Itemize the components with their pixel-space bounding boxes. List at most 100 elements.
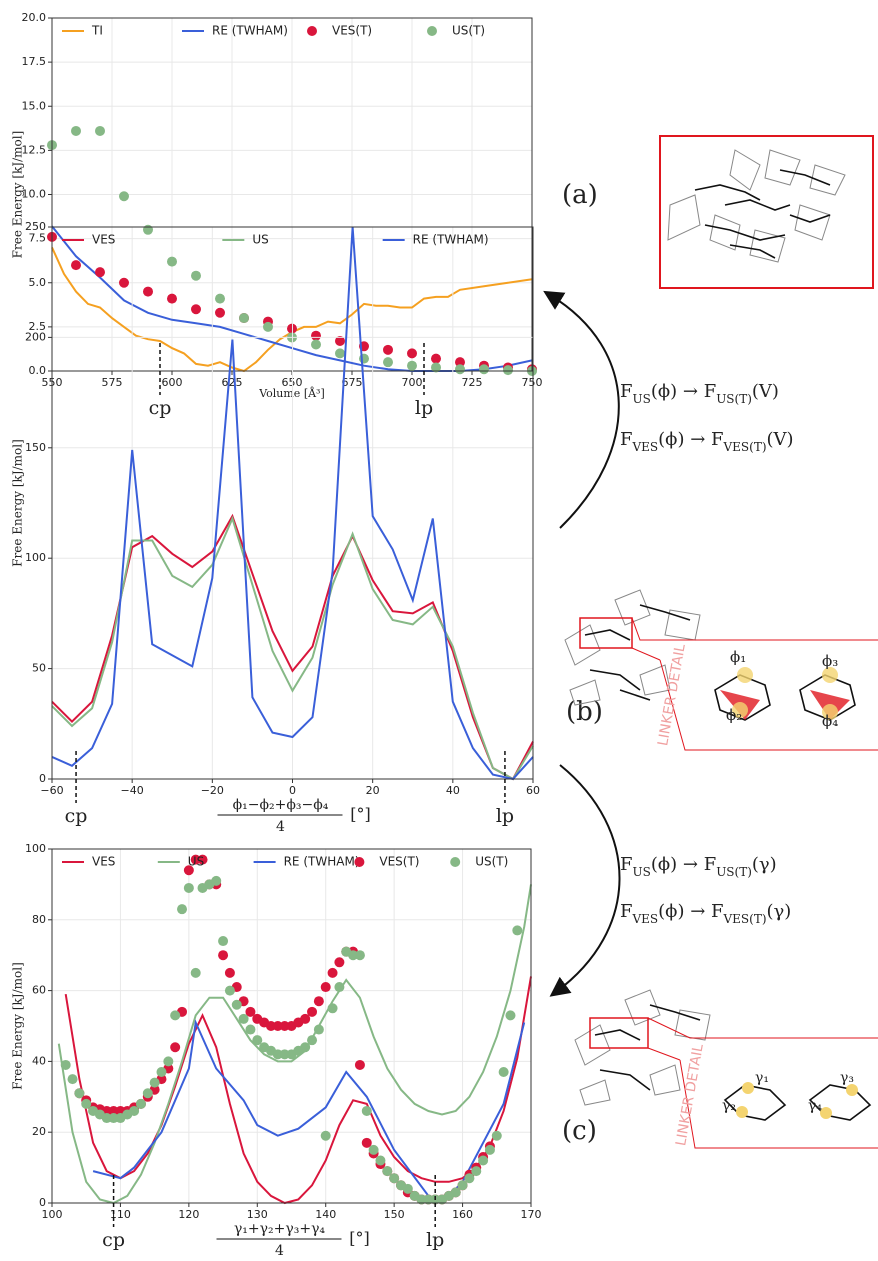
subscript: VES <box>632 440 659 454</box>
point <box>320 982 331 993</box>
subscript: US(T) <box>716 392 752 406</box>
point <box>167 256 177 267</box>
x-axis-label: γ₁+γ₂+γ₃+γ₄ <box>234 1221 325 1237</box>
point <box>327 1003 338 1014</box>
arrow <box>543 290 620 529</box>
x-axis-label: 4 <box>275 1243 284 1259</box>
x-tick-label: 625 <box>222 376 243 389</box>
point <box>505 1010 516 1021</box>
legend-symbol <box>427 26 437 36</box>
x-axis-label: 4 <box>276 819 285 835</box>
x-tick-label: −20 <box>201 784 224 797</box>
point <box>327 967 338 978</box>
point <box>464 1173 475 1184</box>
angle-label: ϕ₂ <box>726 706 742 724</box>
line <box>57 884 532 1205</box>
point <box>238 1013 249 1024</box>
y-tick-label: 10.0 <box>22 188 47 201</box>
point <box>265 1021 276 1031</box>
legend-label: VES(T) <box>332 24 372 38</box>
structure-c: LINKER DETAIL γ₁ γ₂ γ₃ γ₄ <box>574 989 878 1149</box>
point <box>307 1035 318 1046</box>
point <box>218 936 229 947</box>
legend-label: US(T) <box>475 855 508 869</box>
point <box>71 260 81 271</box>
y-tick-label: 100 <box>25 842 46 855</box>
point <box>190 967 201 978</box>
point <box>361 1137 372 1148</box>
point <box>142 1088 153 1099</box>
equation-part: F <box>704 854 717 875</box>
legend-symbol <box>450 857 461 867</box>
x-tick-label: −40 <box>121 784 144 797</box>
point <box>170 1010 181 1021</box>
y-tick-label: 0 <box>39 772 46 785</box>
y-tick-label: 150 <box>25 441 46 454</box>
y-tick-label: 0 <box>39 1196 46 1209</box>
point <box>479 364 489 375</box>
point <box>191 304 201 315</box>
legend-label: RE (TWHAM) <box>212 24 288 38</box>
point <box>335 348 345 359</box>
y-axis-label: Free Energy [kJ/mol] <box>11 131 25 259</box>
point <box>224 985 235 996</box>
point <box>431 362 441 373</box>
y-tick-label: 50 <box>32 662 46 675</box>
equation-part: (ϕ) → <box>658 901 711 922</box>
point <box>313 1024 324 1035</box>
point <box>272 1021 283 1031</box>
plot-frame <box>51 848 532 1204</box>
x-tick-label: 100 <box>42 1208 63 1221</box>
x-tick-label: 130 <box>247 1208 268 1221</box>
point <box>311 330 321 341</box>
angle-label: γ₂ <box>722 1098 736 1114</box>
angle-label: γ₁ <box>755 1070 769 1086</box>
point <box>478 1155 489 1166</box>
point <box>119 277 129 288</box>
x-tick-label: −60 <box>40 784 63 797</box>
point <box>143 286 153 297</box>
point <box>177 904 188 915</box>
x-tick-label: 150 <box>384 1208 405 1221</box>
y-tick-label: 12.5 <box>22 143 47 156</box>
plot-area <box>57 854 532 1205</box>
plot-frame <box>51 226 534 780</box>
point <box>95 125 105 136</box>
y-tick-label: 5.0 <box>29 276 47 289</box>
point <box>300 1042 311 1053</box>
y-tick-label: 20.0 <box>22 11 47 24</box>
panel-label: (a) <box>562 180 598 210</box>
equation-part: F <box>711 901 724 922</box>
subscript: VES <box>632 912 659 926</box>
point <box>389 1173 400 1184</box>
marker-label: lp <box>426 1229 444 1251</box>
legend-label: US <box>252 233 268 247</box>
point <box>359 353 369 364</box>
x-tick-label: 140 <box>315 1208 336 1221</box>
point <box>457 1180 468 1191</box>
angle-label: ϕ₃ <box>822 652 838 670</box>
point <box>245 1024 256 1035</box>
y-tick-label: 200 <box>25 330 46 343</box>
point <box>215 307 225 318</box>
equation-part: F <box>620 429 633 450</box>
point <box>335 335 345 346</box>
point <box>71 125 81 136</box>
y-axis-label: Free Energy [kJ/mol] <box>11 962 25 1090</box>
marker-label: lp <box>415 397 433 419</box>
point <box>263 321 273 332</box>
point <box>239 313 249 324</box>
plot-area <box>51 226 534 781</box>
equation-part: F <box>620 901 633 922</box>
equation: FVES(ϕ) → FVES(T)(V) <box>620 429 794 454</box>
point <box>167 293 177 304</box>
line <box>51 513 534 781</box>
legend-symbol <box>307 26 317 36</box>
structure-b: LINKER DETAIL ϕ₁ ϕ₂ ϕ₃ ϕ₄ <box>564 589 878 751</box>
point <box>279 1021 290 1031</box>
point <box>252 1035 263 1046</box>
point <box>149 1077 160 1088</box>
point <box>190 854 201 865</box>
point <box>95 267 105 278</box>
point <box>407 348 417 359</box>
